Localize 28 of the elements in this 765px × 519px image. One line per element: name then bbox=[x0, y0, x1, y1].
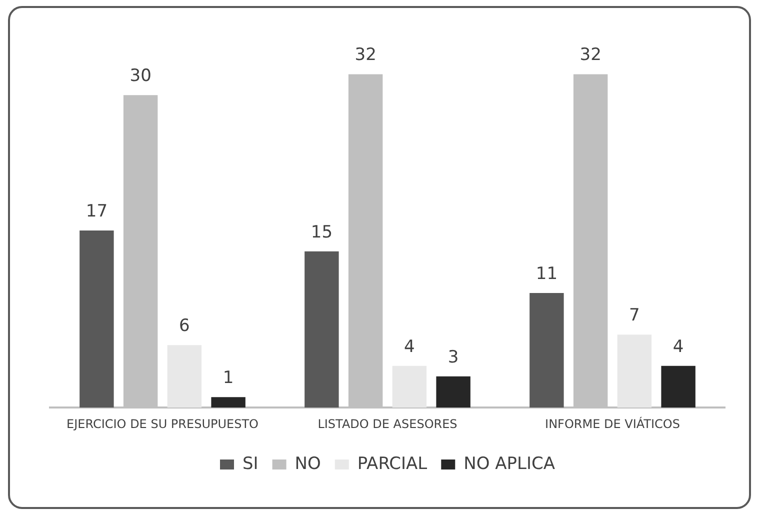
legend-label: NO bbox=[294, 454, 321, 474]
x-tick-label: EJERCICIO DE SU PRESUPUESTO bbox=[66, 416, 258, 431]
legend-label: NO APLICA bbox=[464, 454, 556, 474]
data-label: 3 bbox=[448, 347, 459, 368]
bar bbox=[392, 366, 427, 408]
legend-label: SI bbox=[242, 454, 258, 474]
data-label: 32 bbox=[354, 45, 376, 66]
data-label: 17 bbox=[86, 201, 108, 222]
data-label: 6 bbox=[179, 316, 190, 336]
bar bbox=[167, 345, 202, 408]
data-label: 32 bbox=[580, 45, 602, 66]
bar bbox=[661, 366, 696, 408]
data-label: 11 bbox=[536, 264, 558, 284]
data-label: 4 bbox=[404, 336, 415, 357]
bar bbox=[436, 376, 470, 408]
bar bbox=[80, 230, 114, 408]
bar bbox=[211, 397, 246, 408]
x-tick-label: LISTADO DE ASESORES bbox=[318, 416, 458, 431]
data-label: 7 bbox=[629, 306, 640, 326]
bar bbox=[617, 334, 652, 408]
data-label: 15 bbox=[310, 222, 333, 242]
data-label: 1 bbox=[222, 368, 234, 388]
bar bbox=[304, 251, 339, 408]
data-label: 30 bbox=[130, 66, 152, 86]
x-tick-label: INFORME DE VIÁTICOS bbox=[545, 416, 680, 431]
data-label: 4 bbox=[672, 336, 684, 357]
bar bbox=[530, 293, 564, 408]
legend-label: PARCIAL bbox=[357, 454, 428, 474]
